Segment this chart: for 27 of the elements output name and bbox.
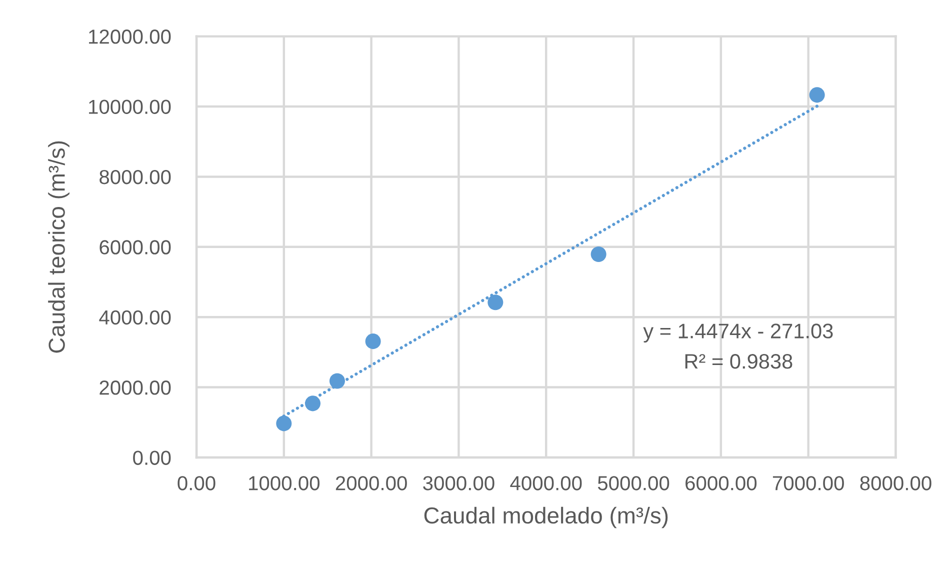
annotation: R² = 0.9838 <box>685 354 792 369</box>
x-tick-label: 1000.00 <box>249 476 320 490</box>
y-tick-label: 0.00 <box>133 450 171 465</box>
y-tick-label: 12000.00 <box>89 30 171 44</box>
point <box>304 396 321 412</box>
x-tick-label: 3000.00 <box>423 476 494 490</box>
x-axis-title: Caudal modelado (m³/s) <box>424 506 668 528</box>
annotation: y = 1.4474x - 271.03 <box>643 324 833 343</box>
y-tick-label: 6000.00 <box>100 240 171 254</box>
point <box>365 334 381 350</box>
point <box>276 416 292 432</box>
x-tick-label: 0.00 <box>178 476 216 490</box>
x-tick-label: 8000.00 <box>860 476 932 490</box>
y-tick-label: 8000.00 <box>100 170 171 184</box>
point <box>590 246 606 262</box>
y-tick-label: 4000.00 <box>99 310 171 325</box>
y-axis-title: Caudal teorico (m³/s) <box>48 141 70 353</box>
x-tick-label: 7000.00 <box>772 476 844 490</box>
x-tick-label: 2000.00 <box>336 476 407 490</box>
y-tick-label: 10000.00 <box>89 100 171 114</box>
x-tick-label: 5000.00 <box>598 476 670 490</box>
y-tick-label: 2000.00 <box>100 380 171 395</box>
point <box>329 373 345 389</box>
point <box>809 87 825 103</box>
point <box>488 294 504 310</box>
x-tick-label: 4000.00 <box>510 476 582 490</box>
x-tick-label: 6000.00 <box>686 476 757 490</box>
